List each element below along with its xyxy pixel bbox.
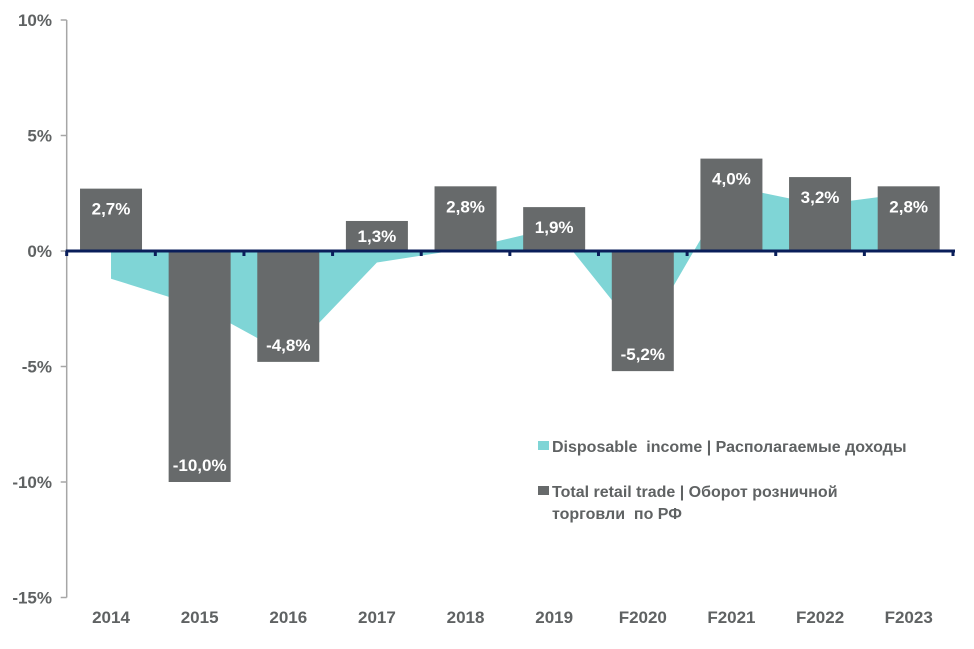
legend-item-disposable-income: Disposable income | Располагаемые доходы [538,439,907,456]
x-tick-mark [65,251,69,256]
x-tick-labels: 2014 2015 2016 2017 2018 2019 F2020 F2021 F2022 F… [92,608,933,627]
x-tick-mark [951,251,955,256]
area-disposable-income [111,186,909,355]
legend-label: Disposable income | Располагаемые доходы [552,439,907,456]
x-tick-label: F2021 [707,608,755,627]
x-tick-label: 2018 [447,608,485,627]
x-tick-label: F2023 [885,608,933,627]
bar-2018 [434,186,497,251]
x-tick-mark [862,251,866,256]
x-tick-label: F2020 [619,608,667,627]
bar-value-label: 1,3% [358,227,397,246]
x-tick-mark [419,251,423,256]
bar-series-layer [80,158,940,482]
bar-value-label: -10,0% [173,456,227,475]
legend-swatch [538,441,549,450]
x-tick-label: 2019 [535,608,573,627]
bar-data-labels: 2,7% -10,0% -4,8% 1,3% 2,8% 1,9% -5,2% 4,0% 3,2%… [92,170,928,475]
x-tick-mark [596,251,600,256]
bar-value-label: 2,8% [889,197,928,216]
x-tick-mark [685,251,689,256]
bar-2014 [80,188,143,251]
y-tick-label: 0% [27,242,52,261]
bar-value-label: 4,0% [712,170,751,189]
y-tick-label: -10% [12,473,52,492]
legend-label: Total retail trade | Оборот розничной [552,484,838,501]
bar-value-label: 2,8% [446,197,485,216]
legend: Disposable income | Располагаемые доходы… [538,439,907,523]
x-tick-mark [331,251,335,256]
x-tick-label: 2015 [181,608,219,627]
bar-2016 [257,251,320,362]
x-tick-label: 2014 [92,608,130,627]
legend-label: торговли по РФ [552,506,682,523]
bar-value-label: 3,2% [801,188,840,207]
bar-f2023 [877,186,940,251]
bar-f2021 [700,158,763,251]
bar-2017 [345,220,408,251]
bar-value-label: 1,9% [535,218,574,237]
bar-value-label: -5,2% [621,345,665,364]
bar-2015 [168,251,231,482]
bar-value-label: 2,7% [92,200,131,219]
axes [60,19,955,599]
y-tick-label: 10% [18,11,52,30]
area-series-layer [111,186,909,355]
y-tick-labels: 10% 5% 0% -5% -10% -15% [12,11,52,608]
y-tick-label: -15% [12,589,52,608]
x-tick-mark [242,251,246,256]
x-tick-label: F2022 [796,608,844,627]
bar-f2022 [789,177,852,251]
bar-f2020 [611,251,674,372]
legend-swatch [538,486,549,495]
x-tick-label: 2017 [358,608,396,627]
x-tick-label: 2016 [269,608,307,627]
y-tick-label: 5% [27,127,52,146]
x-tick-mark [153,251,157,256]
x-tick-mark [508,251,512,256]
y-tick-label: -5% [22,358,52,377]
legend-item-retail-trade: Total retail trade | Оборот розничной тор… [538,484,838,523]
bar-value-label: -4,8% [266,336,310,355]
x-tick-mark [774,251,778,256]
bar-2019 [523,207,586,251]
